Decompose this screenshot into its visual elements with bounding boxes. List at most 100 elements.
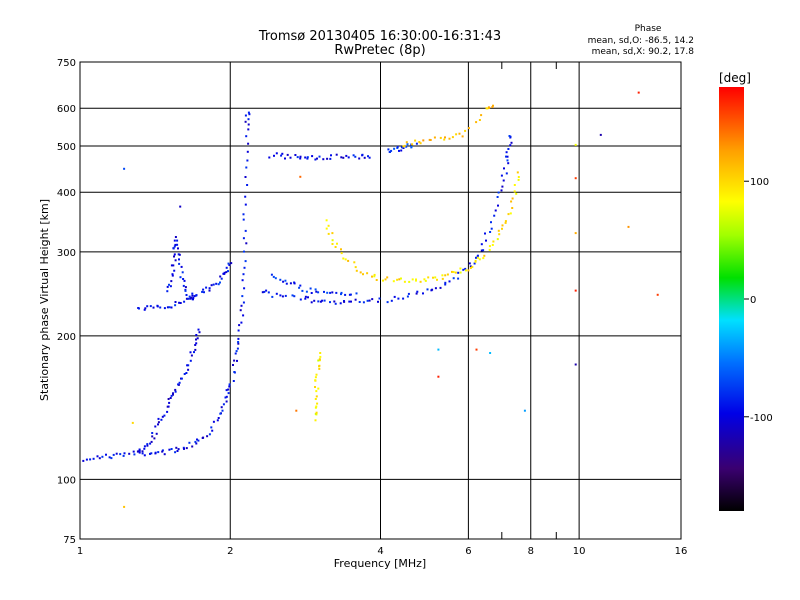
- data-point: [172, 392, 174, 395]
- data-point: [173, 269, 176, 272]
- phase-stats-title: Phase: [635, 24, 662, 34]
- plot-frame: [79, 61, 682, 540]
- data-point: [468, 127, 470, 130]
- data-point: [340, 291, 343, 294]
- data-point: [195, 442, 198, 445]
- data-point: [508, 135, 511, 137]
- data-point: [141, 452, 144, 455]
- data-point: [323, 290, 325, 293]
- data-point: [517, 178, 520, 181]
- data-point: [227, 270, 229, 273]
- data-point: [261, 291, 264, 294]
- data-point: [183, 279, 186, 282]
- data-point: [191, 292, 194, 295]
- data-point: [451, 270, 453, 273]
- x-tick-label: 6: [465, 546, 471, 557]
- data-point: [317, 291, 320, 294]
- data-point: [242, 213, 245, 216]
- data-point: [318, 364, 321, 367]
- data-point: [411, 278, 414, 281]
- data-point: [452, 277, 455, 280]
- data-point: [314, 376, 317, 379]
- colorbar-tick-label: 100: [750, 177, 769, 188]
- data-point: [178, 258, 180, 261]
- data-point: [398, 149, 400, 152]
- data-point: [284, 157, 286, 160]
- data-point: [174, 304, 177, 307]
- data-point: [187, 364, 190, 367]
- data-point: [432, 276, 434, 279]
- data-point: [400, 146, 403, 149]
- data-point: [354, 155, 357, 158]
- data-point: [510, 200, 513, 203]
- data-point: [373, 273, 376, 276]
- data-point: [197, 439, 200, 442]
- data-point: [371, 275, 373, 278]
- data-point: [439, 136, 442, 139]
- data-point: [314, 398, 317, 400]
- data-point: [225, 271, 228, 274]
- data-point: [187, 297, 190, 300]
- data-point: [225, 266, 228, 269]
- data-point: [192, 298, 194, 301]
- data-point: [342, 156, 345, 159]
- data-point: [396, 147, 399, 149]
- data-point: [304, 156, 307, 159]
- data-point: [101, 455, 104, 458]
- data-point: [310, 292, 313, 294]
- data-point: [169, 285, 172, 288]
- data-point: [511, 207, 514, 209]
- data-point: [384, 278, 387, 281]
- data-point: [150, 452, 153, 455]
- data-point: [169, 397, 172, 399]
- data-point: [436, 278, 438, 281]
- data-point: [155, 432, 158, 435]
- data-point: [500, 189, 503, 192]
- data-point: [163, 307, 166, 310]
- data-point: [210, 426, 213, 429]
- data-point: [227, 392, 230, 395]
- data-point: [271, 295, 274, 298]
- data-point: [293, 295, 296, 298]
- colorbar: [719, 87, 744, 511]
- data-point: [233, 371, 236, 373]
- data-point: [298, 286, 301, 289]
- phase-stats-x: mean, sd,X: 90.2, 17.8: [592, 47, 695, 57]
- data-point: [480, 114, 483, 117]
- data-point: [462, 268, 465, 271]
- data-point: [318, 155, 321, 158]
- data-point: [443, 138, 446, 141]
- data-point: [335, 153, 338, 156]
- data-point: [403, 144, 406, 147]
- y-tick-label: 100: [57, 475, 76, 486]
- data-point: [194, 344, 197, 346]
- data-point: [161, 449, 164, 452]
- data-point: [319, 352, 322, 354]
- data-point: [490, 221, 492, 224]
- data-point: [270, 273, 273, 276]
- data-point: [475, 121, 478, 124]
- data-point: [319, 355, 322, 358]
- data-point: [185, 372, 188, 374]
- chart-title: Tromsø 20130405 16:30:00-16:31:43: [258, 29, 501, 44]
- data-point: [197, 328, 200, 331]
- data-point: [170, 394, 173, 397]
- data-point: [444, 136, 446, 139]
- data-point: [366, 299, 369, 302]
- data-point: [511, 197, 514, 200]
- data-point: [240, 304, 243, 307]
- data-point: [184, 286, 187, 289]
- data-point: [245, 166, 248, 169]
- data-point: [242, 237, 245, 240]
- data-point: [289, 282, 292, 285]
- data-point: [247, 118, 250, 121]
- data-point: [415, 278, 417, 281]
- data-point: [138, 448, 141, 451]
- data-point: [415, 279, 417, 282]
- data-point: [325, 219, 328, 222]
- data-point: [326, 157, 329, 160]
- data-point: [314, 406, 317, 409]
- data-point: [494, 209, 497, 212]
- data-point: [515, 192, 518, 195]
- data-point: [314, 379, 317, 382]
